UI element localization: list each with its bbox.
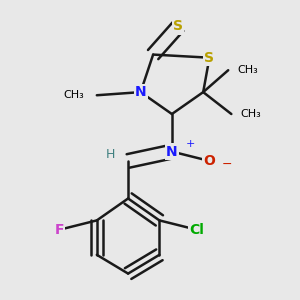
Text: F: F bbox=[55, 223, 64, 237]
Text: CH₃: CH₃ bbox=[64, 90, 84, 100]
Text: H: H bbox=[106, 148, 116, 161]
Text: N: N bbox=[166, 145, 178, 159]
Text: S: S bbox=[173, 20, 183, 33]
Text: Cl: Cl bbox=[190, 223, 204, 237]
Text: O: O bbox=[203, 154, 215, 168]
Text: −: − bbox=[221, 158, 232, 171]
Text: +: + bbox=[186, 139, 195, 149]
Text: S: S bbox=[204, 51, 214, 65]
Text: CH₃: CH₃ bbox=[238, 65, 258, 75]
Text: CH₃: CH₃ bbox=[241, 109, 262, 119]
Text: N: N bbox=[135, 85, 146, 99]
